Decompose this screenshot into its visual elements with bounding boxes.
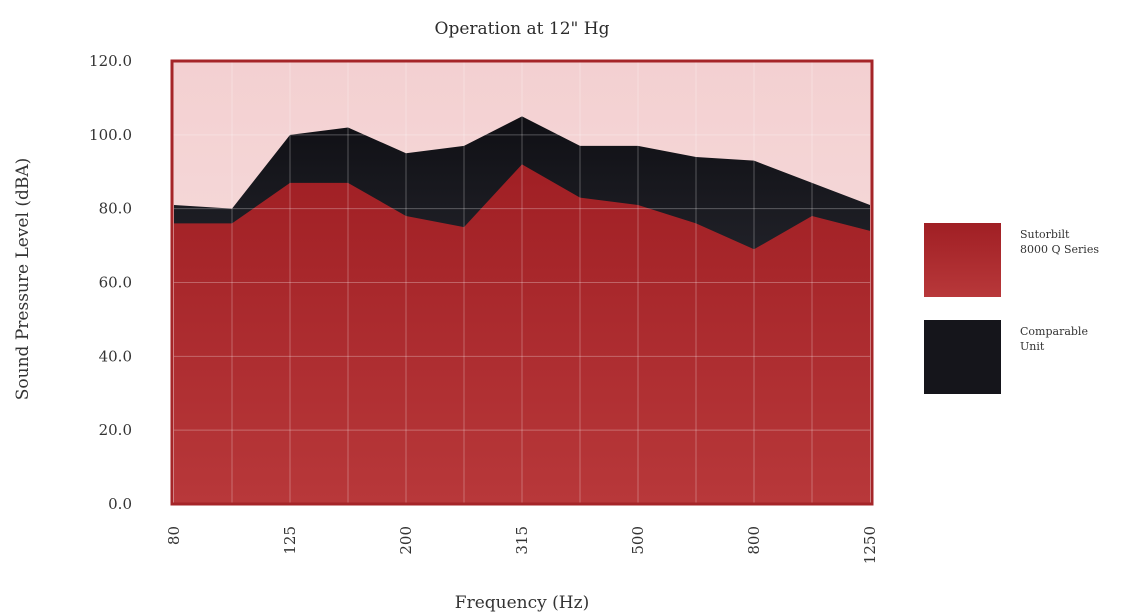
y-tick-label: 0.0 (108, 495, 132, 513)
x-tick-label: 500 (629, 526, 647, 555)
legend-swatch (924, 320, 1001, 394)
legend: Sutorbilt 8000 Q Series Comparable Unit (924, 223, 1099, 394)
y-axis-label: Sound Pressure Level (dBA) (13, 158, 33, 400)
legend-label: Sutorbilt (1020, 228, 1070, 241)
y-tick-label: 100.0 (89, 126, 132, 144)
plot-frame (170, 59, 874, 506)
y-tick-label: 20.0 (99, 421, 132, 439)
legend-label: 8000 Q Series (1020, 243, 1099, 256)
y-tick-label: 40.0 (99, 347, 132, 365)
x-tick-label: 800 (745, 526, 763, 555)
x-tick-label: 80 (165, 526, 183, 545)
legend-swatch (924, 223, 1001, 297)
x-tick-label: 200 (397, 526, 415, 555)
x-tick-label: 315 (513, 526, 531, 555)
x-axis-label: Frequency (Hz) (455, 593, 589, 613)
area-sutorbilt-8000-q-series (174, 164, 870, 504)
chart-title: Operation at 12" Hg (435, 19, 610, 39)
legend-label: Unit (1020, 340, 1045, 353)
x-tick-label: 125 (281, 526, 299, 555)
y-tick-label: 60.0 (99, 274, 132, 292)
x-tick-label: 1250 (861, 526, 879, 564)
legend-label: Comparable (1020, 325, 1088, 338)
y-tick-label: 120.0 (89, 52, 132, 70)
y-tick-label: 80.0 (99, 200, 132, 218)
